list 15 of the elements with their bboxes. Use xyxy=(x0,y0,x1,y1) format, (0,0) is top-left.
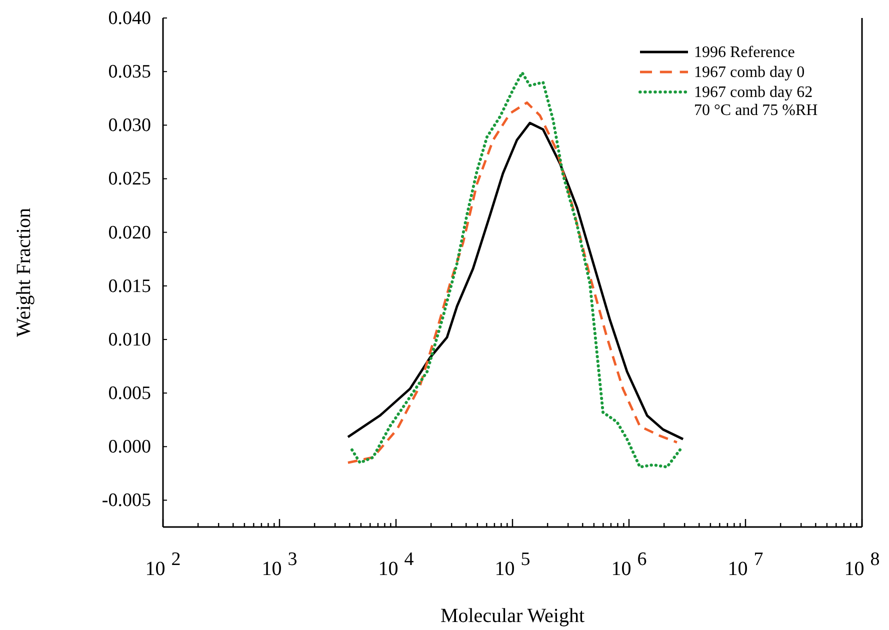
y-tick-label: 0.030 xyxy=(108,115,151,136)
y-tick-label: -0.005 xyxy=(102,490,151,512)
legend-label: 1996 Reference xyxy=(694,44,795,61)
y-tick-label: 0.040 xyxy=(108,8,151,29)
y-tick-label: 0.020 xyxy=(108,222,151,244)
y-tick-label: 0.000 xyxy=(108,436,151,458)
y-tick-label: 0.035 xyxy=(108,62,151,83)
y-tick-label: 0.015 xyxy=(108,276,151,297)
y-axis-title: Weight Fraction xyxy=(13,208,35,337)
legend-label: 1967 comb day 0 xyxy=(694,64,805,81)
y-tick-label: 0.010 xyxy=(108,329,151,350)
y-tick-label: 0.025 xyxy=(108,168,151,190)
legend-label: 1967 comb day 62 70 °C and 75 %RH xyxy=(694,84,818,119)
x-axis-title: Molecular Weight xyxy=(440,605,585,627)
y-tick-label: 0.005 xyxy=(108,383,151,404)
